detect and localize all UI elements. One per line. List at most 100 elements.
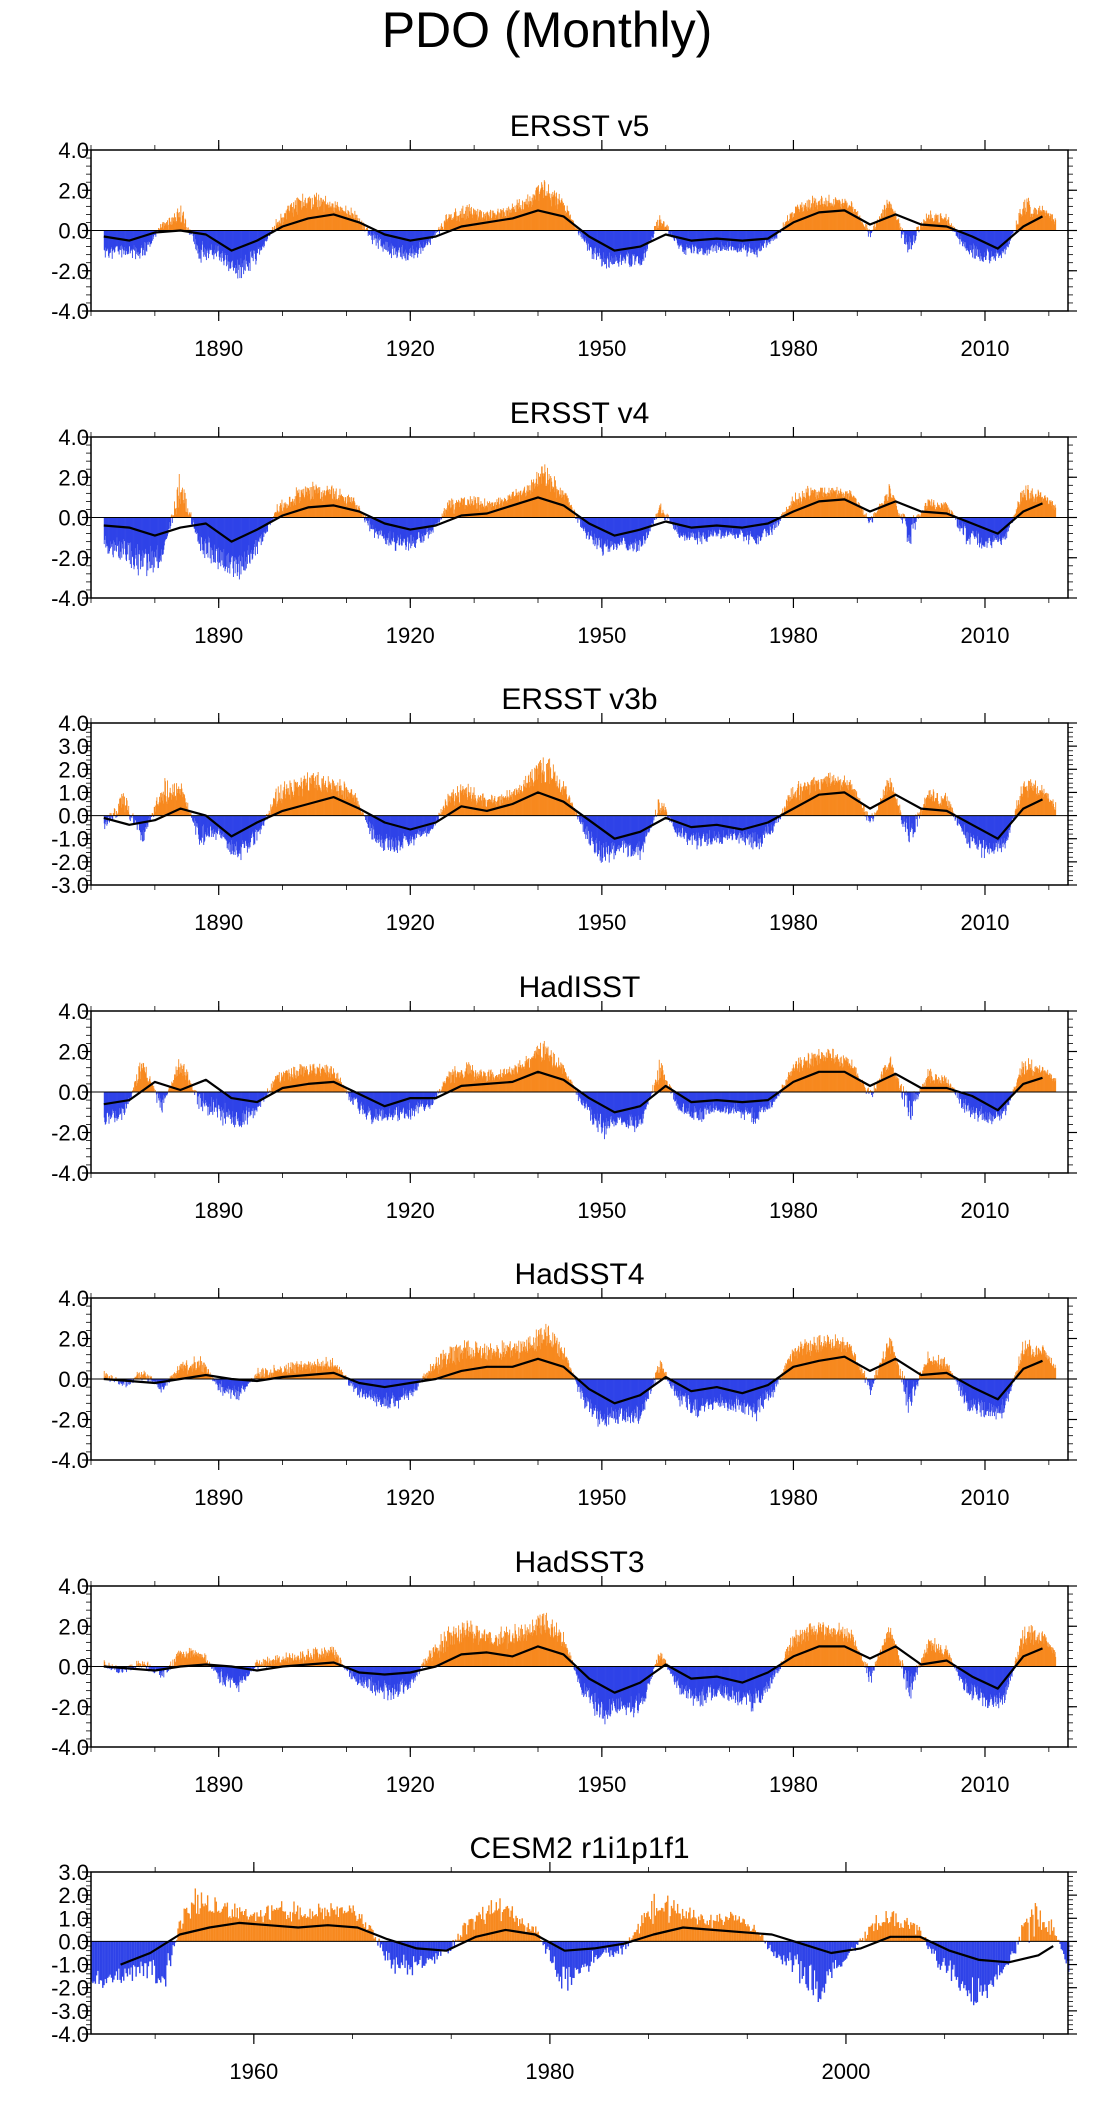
- bar-negative: [959, 230, 961, 240]
- bar-negative: [616, 230, 618, 261]
- bar-negative: [908, 230, 910, 237]
- bar-negative: [411, 230, 413, 246]
- bar-negative: [123, 517, 125, 542]
- bar-positive: [897, 219, 899, 231]
- bar-negative: [683, 230, 685, 250]
- bar-negative: [135, 230, 137, 255]
- bar-negative: [646, 230, 647, 247]
- bar-positive: [845, 201, 846, 231]
- bar-positive: [310, 198, 312, 231]
- bar-positive: [313, 207, 315, 231]
- bar-positive: [441, 223, 443, 231]
- bar-negative: [585, 230, 587, 243]
- bar-positive: [277, 221, 279, 231]
- bar-positive: [177, 217, 179, 231]
- bar-positive: [931, 217, 933, 231]
- bar-negative: [368, 230, 370, 235]
- bar-positive: [327, 207, 329, 231]
- bar-positive: [890, 204, 892, 231]
- bar-negative: [766, 230, 768, 243]
- bar-negative: [122, 517, 124, 555]
- bar-positive: [830, 202, 832, 231]
- bar-positive: [849, 205, 851, 231]
- bar-positive: [172, 217, 174, 231]
- bar-negative: [196, 230, 198, 246]
- bar-negative: [371, 230, 373, 240]
- chart-title: ERSST v3b: [501, 683, 657, 716]
- bar-negative: [758, 230, 760, 252]
- bar-positive: [823, 206, 825, 231]
- bar-positive: [1025, 211, 1027, 231]
- bar-negative: [138, 517, 140, 554]
- bar-positive: [572, 220, 573, 231]
- bar-negative: [401, 230, 403, 260]
- bar-negative: [407, 230, 408, 260]
- bar-negative: [959, 230, 961, 245]
- bar-negative: [215, 230, 217, 246]
- bar-negative: [402, 230, 404, 254]
- bar-positive: [664, 226, 666, 231]
- bar-positive: [523, 209, 524, 231]
- bar-positive: [168, 218, 170, 231]
- bar-positive: [178, 211, 180, 231]
- bar-positive: [814, 200, 816, 231]
- bar-negative: [746, 230, 747, 247]
- bar-negative: [379, 230, 381, 238]
- bar-negative: [139, 230, 141, 253]
- bar-positive: [939, 214, 941, 231]
- bar-negative: [979, 230, 981, 259]
- bar-positive: [464, 213, 465, 231]
- monthly-bars: [103, 757, 1057, 863]
- bar-negative: [633, 230, 635, 256]
- bar-positive: [658, 227, 660, 231]
- bar-negative: [192, 517, 194, 520]
- bar-positive: [186, 511, 188, 518]
- bar-negative: [410, 230, 412, 254]
- bar-positive: [176, 514, 178, 518]
- bar-positive: [301, 207, 303, 231]
- bar-negative: [144, 517, 146, 555]
- bar-positive: [891, 207, 893, 231]
- bar-negative: [120, 517, 122, 543]
- bar-positive: [530, 200, 531, 231]
- bar-positive: [878, 219, 880, 231]
- bar-positive: [348, 211, 350, 231]
- bar-negative: [133, 517, 134, 565]
- bar-positive: [898, 228, 900, 231]
- bar-negative: [409, 230, 411, 256]
- bar-positive: [170, 515, 172, 518]
- bar-positive: [558, 193, 560, 231]
- bar-positive: [1040, 210, 1042, 231]
- bar-positive: [836, 201, 838, 231]
- bar-negative: [901, 517, 903, 524]
- bar-positive: [344, 212, 346, 231]
- bar-negative: [692, 230, 694, 248]
- bar-negative: [149, 517, 150, 562]
- bar-negative: [142, 517, 143, 551]
- bar-positive: [889, 208, 891, 231]
- bar-positive: [1052, 218, 1054, 231]
- bar-positive: [184, 223, 186, 231]
- bar-positive: [865, 223, 867, 231]
- bar-negative: [724, 230, 726, 245]
- bar-negative: [255, 230, 257, 261]
- bar-positive: [179, 498, 181, 518]
- bar-positive: [178, 213, 180, 231]
- bar-positive: [167, 224, 169, 231]
- bar-negative: [169, 517, 171, 523]
- bar-negative: [117, 517, 118, 546]
- bar-positive: [839, 201, 841, 231]
- bar-negative: [150, 517, 152, 568]
- bar-negative: [428, 230, 430, 239]
- bar-positive: [837, 200, 838, 231]
- bar-negative: [253, 230, 255, 251]
- bar-positive: [566, 212, 568, 231]
- bar-positive: [1041, 205, 1043, 231]
- bar-positive: [184, 218, 186, 231]
- bar-negative: [166, 517, 168, 538]
- bar-negative: [134, 517, 136, 559]
- bar-positive: [519, 207, 521, 231]
- bar-positive: [1048, 212, 1050, 231]
- bar-positive: [851, 208, 853, 231]
